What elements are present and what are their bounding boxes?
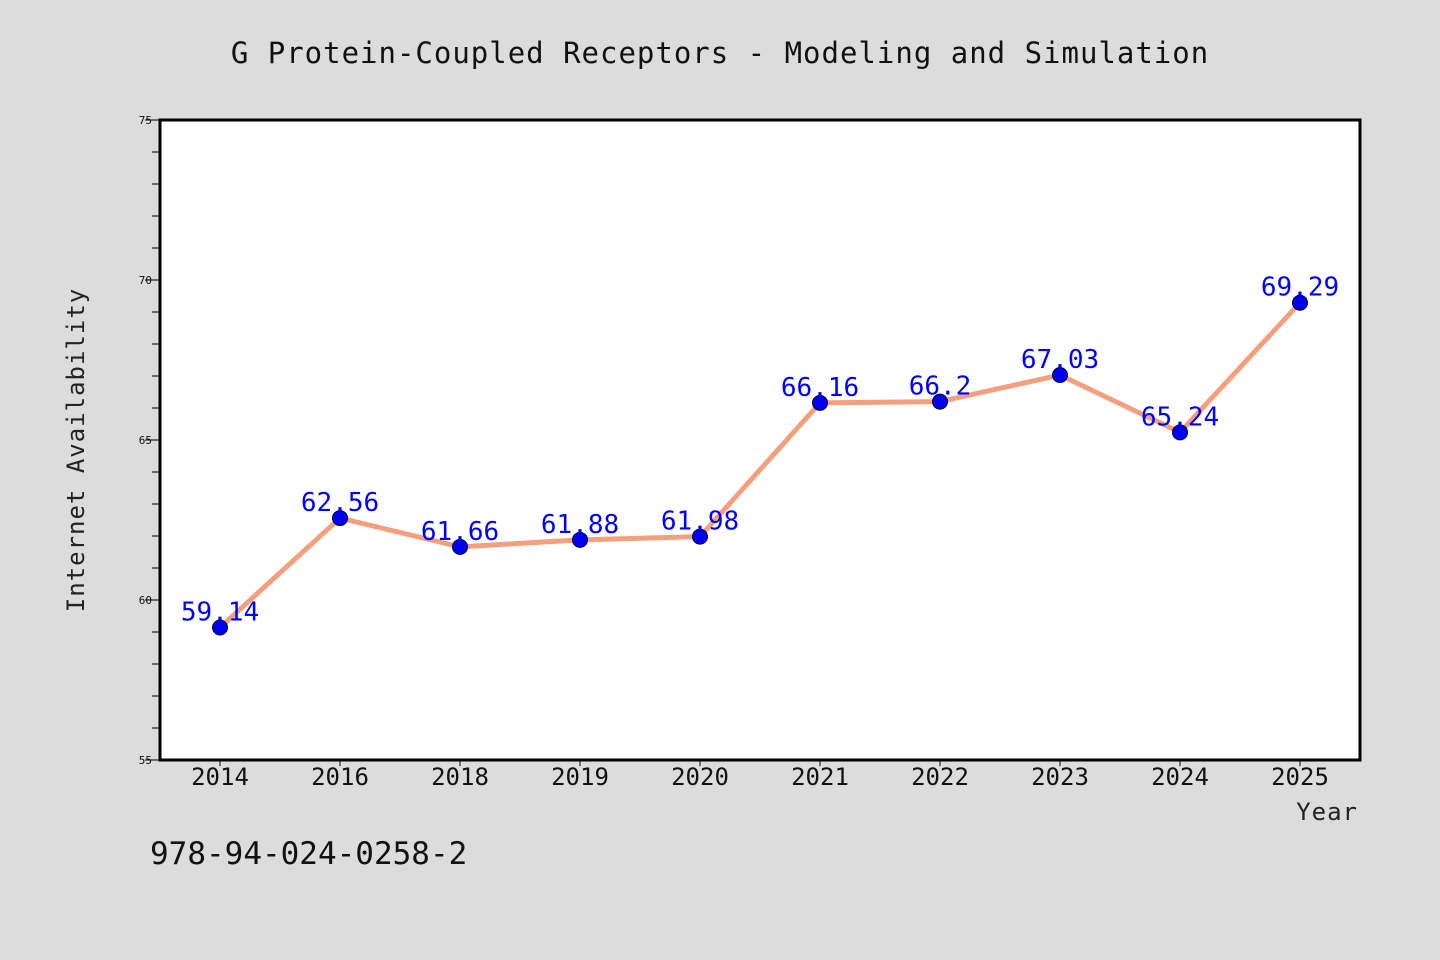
data-point [1172,424,1188,441]
x-axis: 2014 2016 2018 2019 2020 2021 2022 2023 2024 2025 [191,760,1329,791]
x-tick-label: 2018 [431,763,489,791]
data-label: 61.98 [661,507,739,537]
data-label: 66.2 [909,372,972,402]
series-line [217,300,1303,631]
chart-title: G Protein-Coupled Receptors - Modeling a… [231,36,1209,70]
data-label: 69.29 [1261,273,1339,303]
data-label: 62.56 [301,488,379,518]
y-tick-label: 55 [139,754,152,767]
data-point [1052,367,1068,384]
x-tick-label: 2020 [671,763,729,791]
x-tick-label: 2023 [1031,763,1089,791]
x-tick-label: 2019 [551,763,609,791]
footer-isbn: 978-94-024-0258-2 [150,836,467,872]
data-point [692,528,708,545]
data-point [212,619,228,636]
y-tick-label: 75 [139,114,152,127]
x-tick-label: 2016 [311,763,369,791]
data-point [932,393,948,410]
series-group: 59.14 62.56 61.66 61.88 61.98 66.16 66.2 67.03 6… [181,273,1339,636]
y-axis: 55 60 65 70 75 [139,114,160,767]
data-label: 61.88 [541,510,619,540]
y-tick-label: 65 [139,434,152,447]
data-label: 67.03 [1021,345,1099,375]
x-tick-label: 2021 [791,763,849,791]
y-tick-label: 70 [139,274,152,287]
x-axis-label: Year [1296,798,1358,826]
y-tick-label: 60 [139,594,152,607]
x-tick-label: 2022 [911,763,969,791]
data-point [332,510,348,527]
data-label: 59.14 [181,598,259,628]
plot-area [158,118,1362,762]
y-axis-label: Internet Availability [62,288,90,612]
data-label: 65.24 [1141,402,1219,432]
data-label: 66.16 [781,373,859,403]
data-point [572,531,588,548]
x-tick-label: 2014 [191,763,249,791]
x-tick-label: 2024 [1151,763,1209,791]
data-point [1292,294,1308,311]
data-label: 61.66 [421,517,499,547]
x-tick-label: 2025 [1271,763,1329,791]
data-point [812,394,828,411]
data-point [452,538,468,555]
